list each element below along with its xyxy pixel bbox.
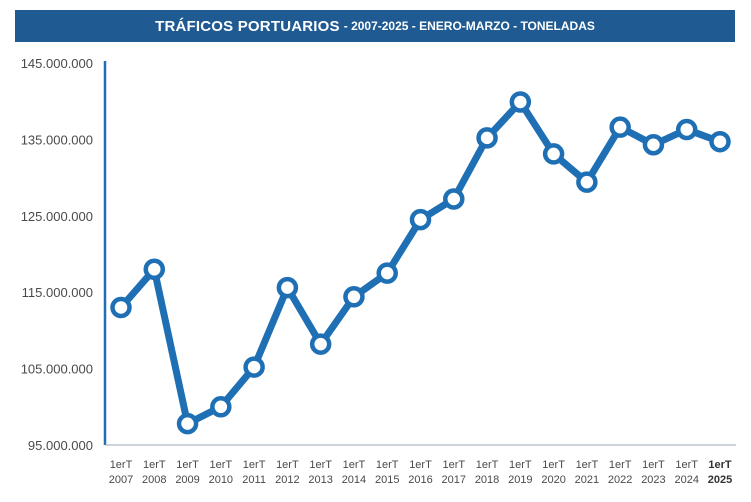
data-point [309, 333, 332, 355]
data-point [609, 116, 631, 138]
x-tick-label: 1erT [442, 459, 465, 471]
x-tick-label: 2023 [641, 474, 665, 486]
data-point [276, 276, 299, 299]
x-tick-label: 2009 [175, 474, 199, 486]
data-point [642, 133, 665, 156]
data-point [343, 286, 365, 308]
x-tick-label: 1erT [210, 459, 233, 471]
data-point [243, 356, 265, 378]
y-tick-label: 145.000.000 [21, 56, 93, 71]
x-tick-label: 2019 [508, 474, 532, 486]
x-tick-label: 1erT [509, 459, 532, 471]
data-point [709, 130, 731, 153]
x-tick-label: 1erT [609, 459, 632, 471]
x-tick-label: 1erT [642, 459, 665, 471]
chart-title-bar: TRÁFICOS PORTUARIOS - 2007-2025 - ENERO-… [15, 10, 735, 42]
x-tick-label: 1erT [542, 459, 565, 471]
x-tick-label: 1erT [143, 459, 166, 471]
x-tick-label: 1erT [409, 459, 432, 471]
y-tick-label: 125.000.000 [21, 209, 93, 224]
x-tick-label: 2021 [575, 474, 599, 486]
x-tick-label: 1erT [276, 459, 299, 471]
x-tick-label: 2014 [342, 474, 366, 486]
y-tick-label: 135.000.000 [21, 132, 93, 147]
x-tick-label: 2011 [242, 474, 266, 486]
chart-title: TRÁFICOS PORTUARIOS [155, 17, 340, 35]
x-tick-label: 1erT [476, 459, 499, 471]
x-tick-label: 1erT [376, 459, 399, 471]
data-point [210, 396, 232, 418]
y-tick-label: 105.000.000 [21, 362, 93, 377]
data-point [576, 171, 598, 193]
chart-subtitle: - 2007-2025 - ENERO-MARZO - TONELADAS [343, 19, 595, 33]
y-tick-label: 95.000.000 [28, 438, 93, 453]
y-tick-label: 115.000.000 [22, 285, 93, 300]
x-tick-label: 1erT [576, 459, 599, 471]
x-tick-label: 2008 [142, 474, 166, 486]
x-tick-label: 2018 [475, 474, 499, 486]
data-point [176, 412, 199, 435]
x-tick-label: 2013 [308, 474, 332, 486]
x-tick-label: 2015 [375, 474, 399, 486]
data-point [143, 258, 166, 281]
data-point [409, 208, 432, 231]
x-tick-label: 2024 [674, 474, 698, 486]
x-tick-label: 1erT [243, 459, 266, 471]
x-tick-label: 1erT [343, 459, 366, 471]
data-point [675, 118, 698, 141]
x-tick-label: 2017 [442, 474, 466, 486]
x-tick-label: 1erT [708, 459, 732, 471]
data-point [476, 127, 498, 149]
data-point [110, 296, 132, 319]
x-tick-label: 2010 [209, 474, 233, 486]
x-tick-label: 2025 [708, 474, 732, 486]
x-tick-label: 2007 [109, 474, 133, 486]
data-point [443, 188, 465, 210]
x-tick-label: 1erT [309, 459, 332, 471]
x-tick-label: 2016 [408, 474, 432, 486]
x-tick-label: 2012 [275, 474, 299, 486]
data-point [376, 262, 398, 284]
x-tick-label: 1erT [675, 459, 698, 471]
x-tick-label: 1erT [110, 459, 133, 471]
series-line [117, 98, 724, 428]
x-tick-label: 1erT [176, 459, 199, 471]
x-tick-label: 2020 [541, 474, 565, 486]
x-tick-label: 2022 [608, 474, 632, 486]
data-point [509, 91, 532, 113]
data-point [542, 143, 565, 165]
